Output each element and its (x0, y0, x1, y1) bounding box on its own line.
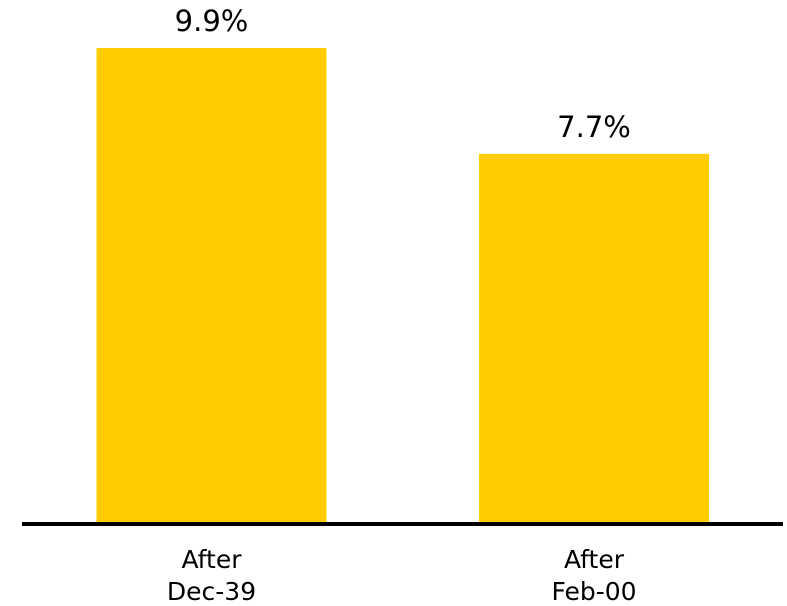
tick-labels-layer: After Dec-39 After Feb-00 (167, 545, 637, 606)
x-tick-label-1-line-2: Dec-39 (167, 577, 256, 606)
bar-1 (96, 48, 327, 524)
x-tick-label-2-line-2: Feb-00 (551, 577, 636, 606)
x-tick-label-1-line-1: After (181, 545, 242, 574)
bar-2 (479, 153, 709, 524)
data-label-1: 9.9% (175, 4, 249, 38)
x-tick-label-2-line-1: After (564, 545, 625, 574)
bars-layer (96, 48, 709, 524)
labels-layer: 9.9% 7.7% (175, 4, 631, 144)
data-label-2: 7.7% (557, 110, 631, 144)
